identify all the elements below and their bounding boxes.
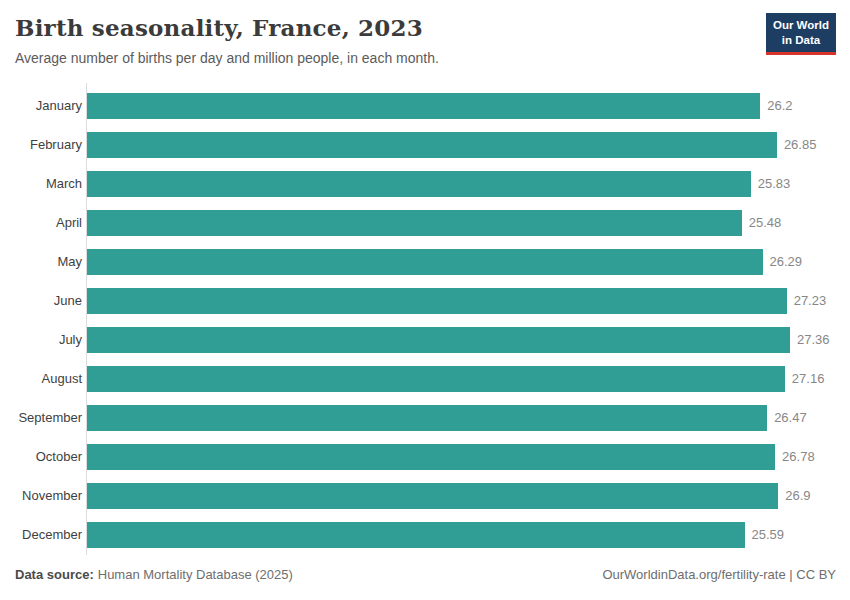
bar-track: 26.78 [87,444,790,470]
bar-february [87,132,777,158]
bar-track: 27.23 [87,288,790,314]
data-source-value: Human Mortality Database (2025) [98,567,293,582]
bar-row: June 27.23 [0,281,850,320]
bar-june [87,288,787,314]
bar-november [87,483,778,509]
bar-track: 25.83 [87,171,790,197]
bar-track: 26.9 [87,483,790,509]
value-label: 26.2 [767,98,792,113]
value-label: 25.83 [758,176,791,191]
bar-october [87,444,775,470]
month-label: February [0,137,82,152]
bar-row: March 25.83 [0,164,850,203]
bar-august [87,366,785,392]
bar-row: November 26.9 [0,476,850,515]
owid-logo-line2: in Data [773,33,829,48]
month-label: October [0,449,82,464]
bar-march [87,171,751,197]
bar-track: 27.36 [87,327,790,353]
bar-row: August 27.16 [0,359,850,398]
value-label: 26.29 [770,254,803,269]
bar-row: October 26.78 [0,437,850,476]
bar-row: January 26.2 [0,86,850,125]
month-label: August [0,371,82,386]
bar-track: 27.16 [87,366,790,392]
month-label: January [0,98,82,113]
value-label: 26.85 [784,137,817,152]
bar-chart: January 26.2 February 26.85 March 25.83 April 2… [0,86,850,554]
bar-rows: January 26.2 February 26.85 March 25.83 April 2… [0,86,850,554]
chart-footer: Data source: Human Mortality Database (20… [15,567,836,582]
data-source: Data source: Human Mortality Database (20… [15,567,293,582]
chart-subtitle: Average number of births per day and mil… [15,50,740,66]
value-label: 27.16 [792,371,825,386]
chart-header: Birth seasonality, France, 2023 Average … [15,14,740,66]
month-label: March [0,176,82,191]
bar-track: 26.2 [87,93,790,119]
bar-row: April 25.48 [0,203,850,242]
bar-track: 25.59 [87,522,790,548]
month-label: June [0,293,82,308]
month-label: July [0,332,82,347]
chart-title: Birth seasonality, France, 2023 [15,14,740,42]
bar-december [87,522,745,548]
value-label: 25.59 [752,527,785,542]
value-label: 26.78 [782,449,815,464]
bar-row: February 26.85 [0,125,850,164]
month-label: April [0,215,82,230]
month-label: September [0,410,82,425]
value-label: 25.48 [749,215,782,230]
owid-logo-line1: Our World [773,18,829,33]
owid-logo: Our World in Data [766,13,836,55]
value-label: 27.36 [797,332,830,347]
bar-row: May 26.29 [0,242,850,281]
data-source-label: Data source: [15,567,94,582]
value-label: 27.23 [794,293,827,308]
y-axis-line [86,83,87,555]
bar-may [87,249,763,275]
bar-july [87,327,790,353]
month-label: May [0,254,82,269]
bar-track: 25.48 [87,210,790,236]
bar-april [87,210,742,236]
bar-january [87,93,760,119]
bar-track: 26.85 [87,132,790,158]
bar-september [87,405,767,431]
month-label: November [0,488,82,503]
bar-row: September 26.47 [0,398,850,437]
footer-link: OurWorldinData.org/fertility-rate | CC B… [602,567,836,582]
bar-track: 26.47 [87,405,790,431]
bar-row: July 27.36 [0,320,850,359]
bar-track: 26.29 [87,249,790,275]
value-label: 26.9 [785,488,810,503]
bar-row: December 25.59 [0,515,850,554]
month-label: December [0,527,82,542]
value-label: 26.47 [774,410,807,425]
